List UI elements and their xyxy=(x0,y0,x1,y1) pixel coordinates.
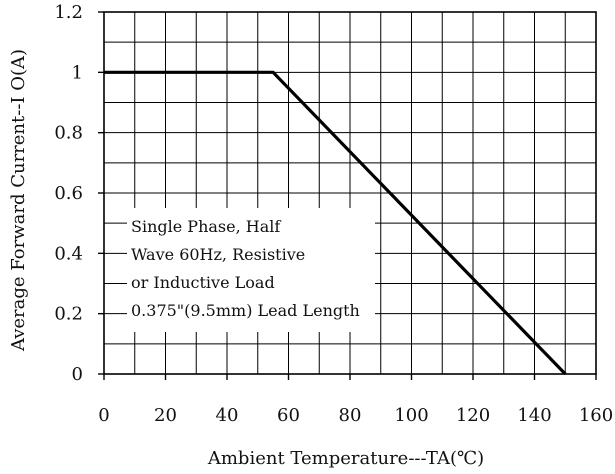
x-tick-label: 100 xyxy=(394,405,428,426)
x-axis-label: Ambient Temperature---TA(℃) xyxy=(207,448,484,469)
annotation-line-2: Wave 60Hz, Resistive xyxy=(131,245,305,264)
y-tick-label: 0.2 xyxy=(54,304,83,325)
x-tick-label: 120 xyxy=(456,405,490,426)
x-tick-label: 20 xyxy=(154,405,177,426)
y-tick-label: 1 xyxy=(72,62,83,83)
y-tick-label: 1.2 xyxy=(54,2,83,23)
x-tick-label: 60 xyxy=(277,405,300,426)
y-axis-label: Average Forward Current--I O(A) xyxy=(8,49,29,352)
annotation-text: Single Phase, Half Wave 60Hz, Resistive … xyxy=(131,217,360,320)
x-tick-label: 160 xyxy=(579,405,613,426)
y-tick-labels: 0 0.2 0.4 0.6 0.8 1 1.2 xyxy=(54,2,83,385)
y-tick-label: 0.4 xyxy=(54,243,83,264)
plot-frame xyxy=(103,11,597,375)
x-tick-label: 80 xyxy=(339,405,362,426)
annotation-line-1: Single Phase, Half xyxy=(131,217,281,236)
derating-curve xyxy=(104,70,567,376)
y-tick-label: 0.6 xyxy=(54,183,83,204)
tick-marks xyxy=(98,11,597,380)
x-tick-labels: 0 20 40 60 80 100 120 140 160 xyxy=(98,405,613,426)
x-tick-label: 0 xyxy=(98,405,109,426)
annotation-line-4: 0.375"(9.5mm) Lead Length xyxy=(131,301,360,320)
x-tick-label: 140 xyxy=(517,405,551,426)
y-tick-label: 0.8 xyxy=(54,123,83,144)
x-tick-label: 40 xyxy=(216,405,239,426)
annotation-box xyxy=(127,208,375,332)
annotation-line-3: or Inductive Load xyxy=(131,273,275,292)
y-tick-label: 0 xyxy=(72,364,83,385)
